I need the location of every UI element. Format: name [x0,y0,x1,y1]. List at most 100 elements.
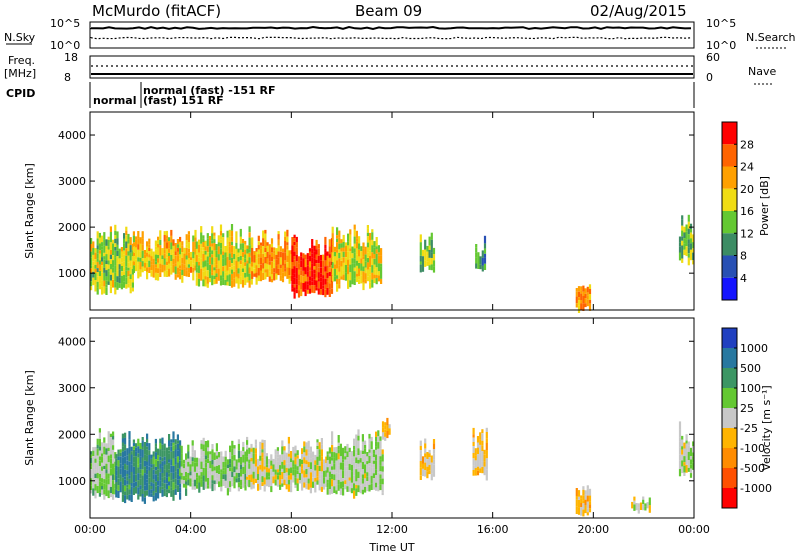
power-cell [90,273,93,282]
velocity-cell [94,446,97,454]
power-cell [475,252,478,258]
velocity-cell [339,443,342,450]
velocity-cell [148,484,151,490]
power-cell [355,238,358,242]
velocity-cell [274,469,277,475]
power-cell [154,246,157,250]
power-cell [353,248,356,253]
velocity-cell [328,453,331,457]
power-cell [116,282,119,290]
power-cell [681,245,684,252]
velocity-cell [161,489,164,494]
power-cell [678,236,682,243]
power-cell [109,264,112,270]
velocity-cell [248,468,251,475]
power-cell [358,276,361,280]
power-cell [148,247,151,251]
velocity-cell [344,471,347,477]
power-cell [324,271,327,279]
power-cell [157,240,160,244]
velocity-cell [107,490,110,499]
velocity-cell [481,466,484,474]
velocity-cell [107,473,110,479]
velocity-cell [692,452,695,457]
power-cell [311,285,314,293]
power-cell [293,292,296,299]
power-cell [306,253,309,260]
velocity-cell [161,493,164,497]
power-cell [190,266,193,273]
velocity-cell [368,472,371,477]
velocity-cell [193,486,196,490]
velocity-cell [218,452,221,458]
power-cell [197,278,201,287]
power-cell [683,249,686,256]
power-cell [241,239,245,244]
power-cell [148,251,151,255]
power-cell [132,261,135,266]
power-cell [281,248,285,253]
velocity-cell [472,442,475,447]
velocity-cell [148,490,151,497]
power-cell [200,226,203,233]
velocity-cell [107,484,110,491]
power-cell [291,265,294,269]
power-cell [692,242,695,249]
velocity-cell [148,462,151,467]
power-cell [159,236,162,240]
power-cell [338,249,341,253]
power-cell [135,259,138,264]
power-cell [146,241,149,247]
colorbar-tick-label: 28 [740,138,754,151]
velocity-cell [215,478,218,485]
velocity-cell [150,467,153,475]
velocity-cell [268,472,271,477]
colorbar-swatch [722,348,737,368]
velocity-cell [333,474,336,481]
power-cell [336,260,339,265]
power-cell [159,251,162,256]
power-cell [284,231,287,237]
power-cell [358,268,361,276]
power-cell [322,275,325,279]
velocity-cell [146,438,149,443]
velocity-cell [115,475,118,482]
velocity-cell [312,470,315,478]
y-tick-label: 3000 [58,382,86,395]
velocity-cell [196,477,199,485]
power-cell [150,264,153,271]
velocity-cell [146,455,149,462]
power-cell [582,296,585,304]
velocity-cell [179,460,182,469]
power-cell [105,270,108,277]
power-cell [678,246,682,253]
velocity-cell [231,448,234,452]
velocity-cell [121,446,124,452]
power-cell [112,248,115,255]
velocity-cell [98,450,101,457]
velocity-cell [172,458,175,466]
power-cell [284,241,287,249]
power-cell [428,245,431,250]
power-cell [157,243,160,248]
colorbar-tick-label: 500 [740,362,761,375]
velocity-cell [355,473,358,482]
power-cell [333,256,336,265]
velocity-cell [112,474,115,481]
power-cell [483,243,487,249]
velocity-cell [137,453,140,458]
power-cell [479,264,482,270]
velocity-cell [143,477,146,486]
power-cell [215,268,218,274]
velocity-cell [320,438,323,445]
velocity-cell [96,462,99,469]
power-cell [246,253,249,261]
power-cell [248,257,251,264]
velocity-cell [294,469,297,478]
power-cell [246,260,249,264]
power-cell [176,244,179,248]
power-cell [190,251,193,258]
velocity-cell [187,466,190,473]
power-cell [302,258,305,263]
power-cell [92,277,95,286]
